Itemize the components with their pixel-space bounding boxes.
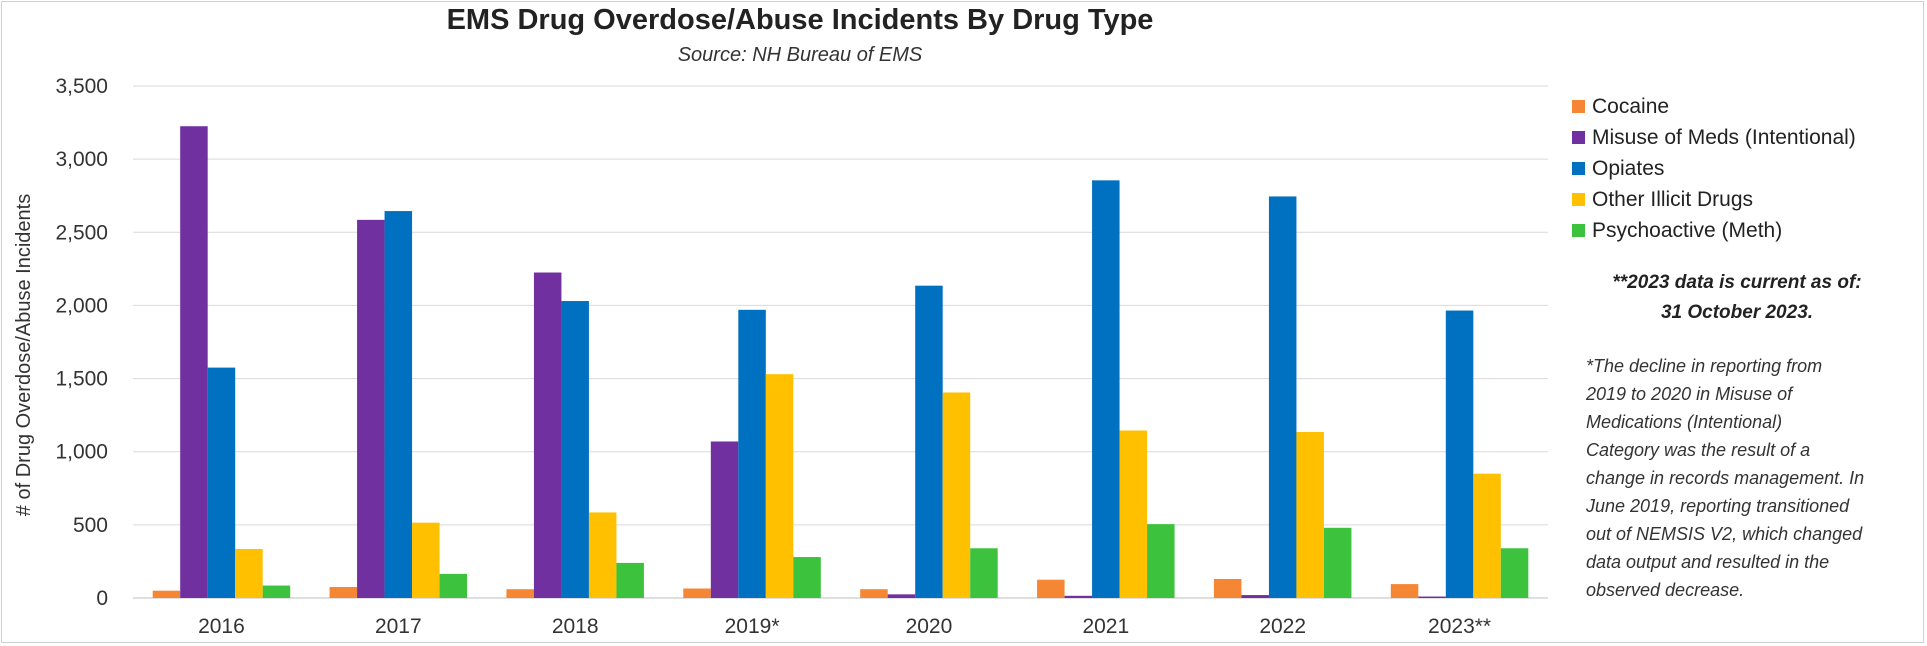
x-tick-label: 2018 — [552, 615, 599, 638]
bar-psychoactive-meth-2017 — [439, 573, 468, 598]
y-tick-label: 3,000 — [55, 148, 108, 171]
bar-opiates-2022 — [1268, 196, 1297, 598]
bar-opiates-2021 — [1092, 180, 1120, 598]
decline-note-line: data output and resulted in the — [1586, 552, 1830, 572]
x-tick-label: 2020 — [906, 615, 953, 638]
legend-item-misuse-of-meds: Misuse of Meds (Intentional) — [1572, 122, 1856, 153]
bar-other-illicit-drugs-2020 — [942, 392, 971, 598]
bar-misuse-of-meds-intentional-2017 — [357, 219, 385, 598]
data-current-note-line-1: **2023 data is current as of: — [1612, 272, 1862, 293]
x-tick-label: 2016 — [198, 615, 245, 638]
gridlines — [133, 85, 1548, 599]
bar-psychoactive-meth-2023 — [1500, 548, 1529, 598]
legend: Cocaine Misuse of Meds (Intentional) Opi… — [1572, 91, 1856, 246]
bar-psychoactive-meth-2016 — [262, 585, 291, 598]
chart-subtitle: Source: NH Bureau of EMS — [677, 44, 923, 66]
legend-label-psychoactive-meth: Psychoactive (Meth) — [1592, 218, 1783, 242]
legend-swatch-opiates — [1572, 162, 1585, 175]
y-tick-label: 3,500 — [55, 75, 108, 98]
decline-note-line: observed decrease. — [1586, 580, 1745, 600]
y-tick-label: 2,000 — [55, 294, 108, 317]
x-tick-label: 2023** — [1428, 615, 1491, 638]
x-axis-ticks: 2016 2017 2018 2019* 2020 2021 2022 2023** — [198, 615, 1491, 638]
bar-cocaine-2023 — [1390, 584, 1419, 598]
bar-opiates-2023 — [1445, 310, 1474, 598]
bar-opiates-2019 — [738, 309, 766, 598]
x-tick-label: 2019* — [725, 615, 780, 638]
legend-label-other-illicit-drugs: Other Illicit Drugs — [1592, 187, 1754, 211]
legend-item-other-illicit-drugs: Other Illicit Drugs — [1572, 184, 1856, 215]
y-axis-ticks: 0 500 1,000 1,500 2,000 2,500 3,000 3,500 — [55, 75, 108, 610]
bar-cocaine-2018 — [506, 589, 534, 598]
x-tick-label: 2021 — [1082, 615, 1129, 638]
bar-other-illicit-drugs-2019 — [765, 374, 794, 598]
legend-item-psychoactive-meth: Psychoactive (Meth) — [1572, 215, 1856, 246]
bar-cocaine-2016 — [152, 590, 181, 598]
data-current-note-line-2: 31 October 2023. — [1660, 302, 1814, 323]
bar-cocaine-2022 — [1213, 578, 1242, 598]
y-axis-label: # of Drug Overdose/Abuse Incidents — [13, 194, 35, 516]
decline-note-line: June 2019, reporting transitioned — [1586, 496, 1850, 516]
legend-swatch-cocaine — [1572, 100, 1585, 113]
legend-swatch-misuse-of-meds — [1572, 131, 1585, 144]
bar-misuse-of-meds-intentional-2018 — [533, 272, 562, 598]
bar-other-illicit-drugs-2022 — [1296, 431, 1324, 598]
bar-cocaine-2019 — [683, 588, 711, 598]
decline-note-line: change in records management. In — [1586, 468, 1865, 488]
chart-title: EMS Drug Overdose/Abuse Incidents By Dru… — [446, 4, 1154, 36]
bar-misuse-of-meds-intentional-2022 — [1241, 595, 1269, 598]
legend-label-cocaine: Cocaine — [1592, 94, 1670, 118]
decline-note-line: *The decline in reporting from — [1586, 356, 1823, 376]
legend-label-opiates: Opiates — [1592, 156, 1665, 180]
y-tick-label: 0 — [96, 587, 108, 610]
bar-psychoactive-meth-2022 — [1323, 527, 1352, 598]
bar-psychoactive-meth-2018 — [616, 562, 644, 598]
bar-misuse-of-meds-intentional-2021 — [1064, 595, 1093, 598]
y-tick-label: 500 — [73, 514, 108, 537]
bar-other-illicit-drugs-2016 — [235, 548, 263, 598]
decline-note-line: Category was the result of a — [1586, 440, 1811, 460]
bar-misuse-of-meds-intentional-2023 — [1418, 596, 1446, 598]
legend-item-cocaine: Cocaine — [1572, 91, 1856, 122]
y-tick-label: 2,500 — [55, 221, 108, 244]
bar-misuse-of-meds-intentional-2020 — [887, 594, 916, 598]
data-current-note: **2023 data is current as of: 31 October… — [1572, 268, 1902, 328]
legend-swatch-psychoactive-meth — [1572, 224, 1585, 237]
bar-cocaine-2020 — [860, 589, 888, 598]
bar-other-illicit-drugs-2023 — [1473, 473, 1501, 598]
x-tick-label: 2017 — [375, 615, 422, 638]
bar-misuse-of-meds-intentional-2019 — [710, 441, 739, 598]
bar-psychoactive-meth-2021 — [1147, 524, 1175, 598]
bar-other-illicit-drugs-2021 — [1119, 430, 1148, 598]
bar-opiates-2018 — [561, 301, 589, 598]
y-tick-label: 1,000 — [55, 441, 108, 464]
bar-cocaine-2017 — [329, 587, 358, 598]
decline-note: *The decline in reporting from 2019 to 2… — [1586, 352, 1906, 604]
bar-other-illicit-drugs-2017 — [412, 522, 440, 598]
bar-cocaine-2021 — [1037, 579, 1065, 598]
bar-psychoactive-meth-2019 — [793, 557, 821, 598]
legend-item-opiates: Opiates — [1572, 153, 1856, 184]
bar-psychoactive-meth-2020 — [970, 548, 998, 598]
legend-label-misuse-of-meds: Misuse of Meds (Intentional) — [1592, 125, 1856, 149]
bar-opiates-2020 — [915, 285, 943, 598]
bar-other-illicit-drugs-2018 — [588, 512, 617, 598]
bar-opiates-2016 — [207, 367, 236, 598]
x-tick-label: 2022 — [1259, 615, 1306, 638]
legend-swatch-other-illicit-drugs — [1572, 193, 1585, 206]
decline-note-line: Medications (Intentional) — [1586, 412, 1783, 432]
bars — [152, 126, 1529, 598]
bar-opiates-2017 — [384, 211, 413, 598]
y-tick-label: 1,500 — [55, 368, 108, 391]
bar-misuse-of-meds-intentional-2016 — [180, 126, 208, 598]
decline-note-line: out of NEMSIS V2, which changed — [1586, 524, 1863, 544]
decline-note-line: 2019 to 2020 in Misuse of — [1586, 384, 1793, 404]
